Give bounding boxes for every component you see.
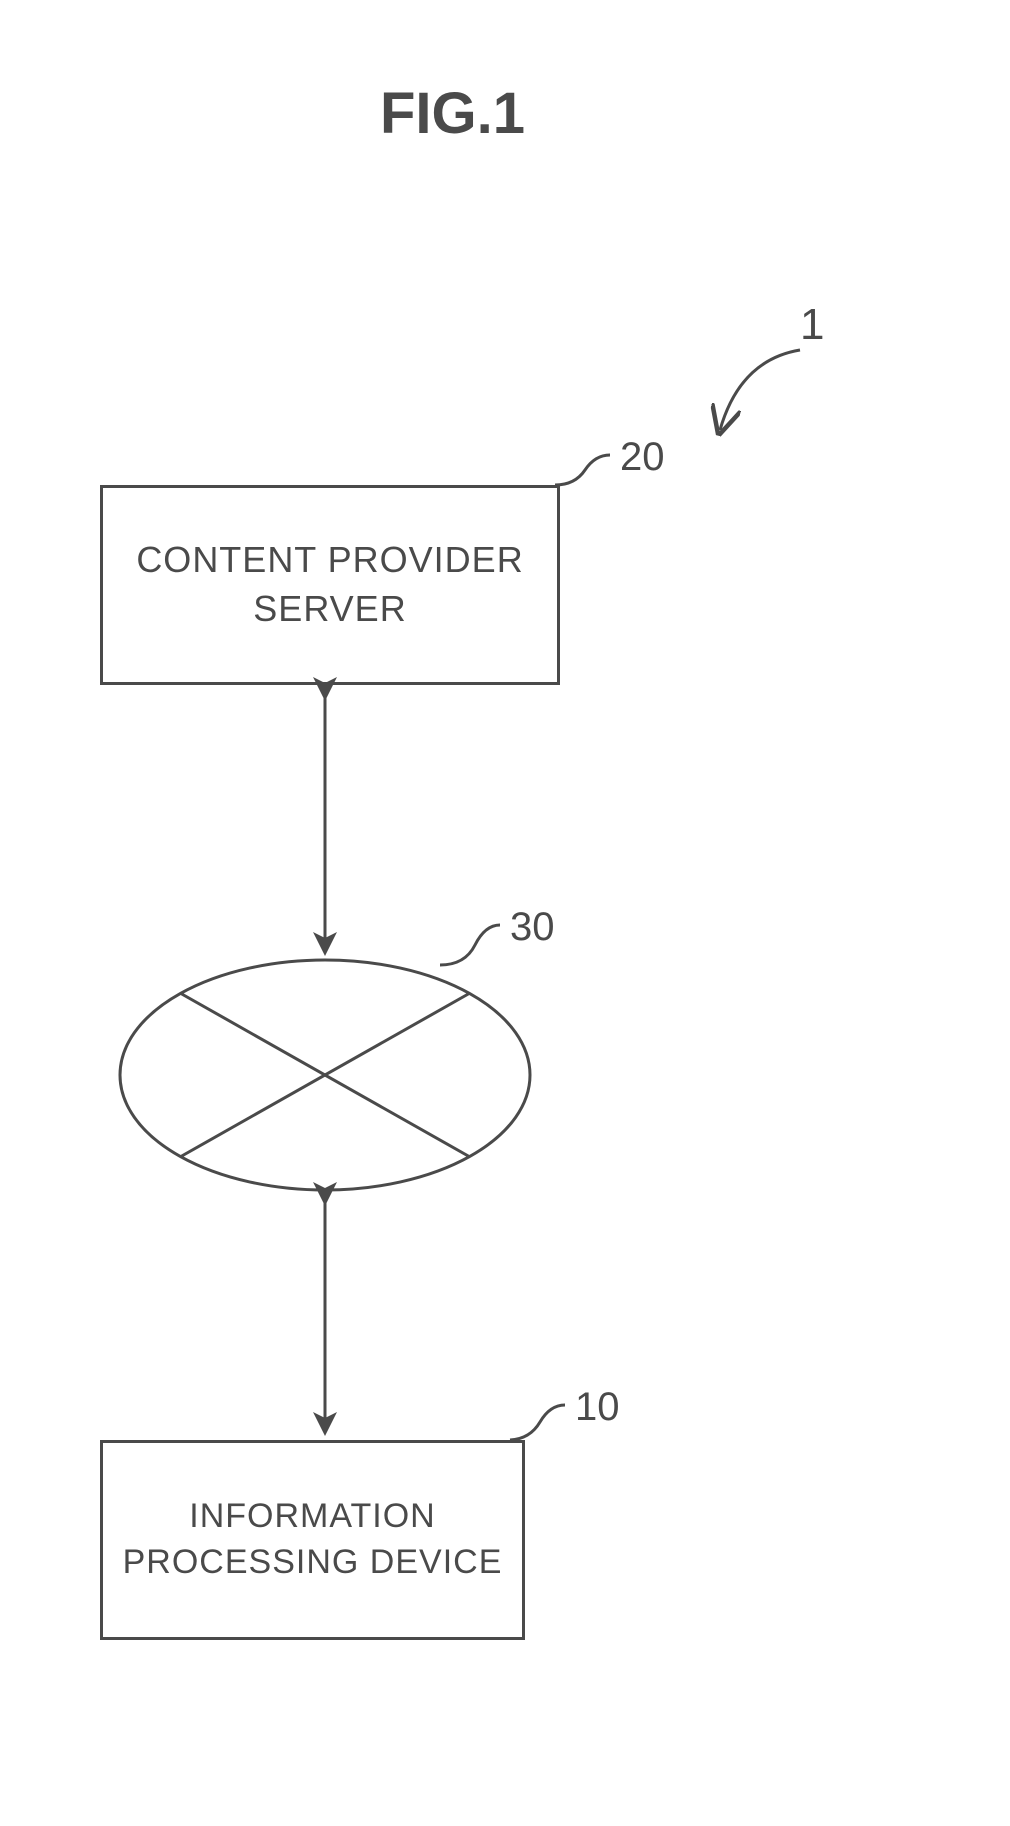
- system-ref-leader: [720, 350, 800, 430]
- server-ref-leader: [555, 455, 610, 485]
- network-ref-leader: [440, 925, 500, 965]
- device-ref-leader: [510, 1405, 565, 1440]
- diagram-svg: [0, 0, 1010, 1826]
- network-node: [120, 960, 530, 1190]
